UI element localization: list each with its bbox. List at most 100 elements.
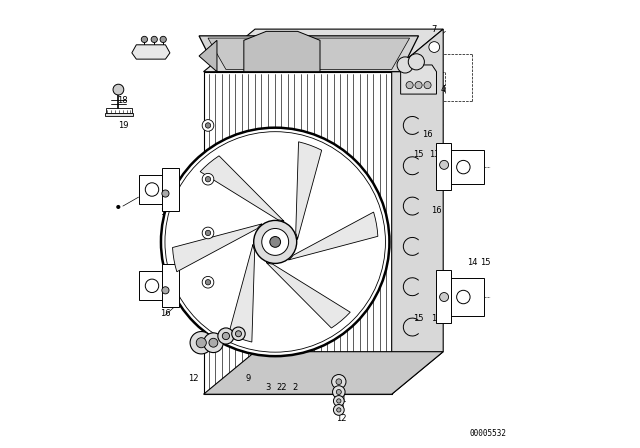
Circle shape: [162, 190, 169, 197]
Circle shape: [440, 293, 449, 302]
Text: ⬤: ⬤: [116, 205, 121, 209]
Circle shape: [222, 332, 230, 340]
Polygon shape: [173, 224, 262, 272]
Text: 8: 8: [339, 404, 344, 413]
Polygon shape: [289, 212, 378, 260]
Circle shape: [145, 279, 159, 293]
Text: 3: 3: [266, 383, 271, 392]
Bar: [139, 175, 177, 204]
Circle shape: [408, 54, 424, 70]
Circle shape: [236, 331, 241, 337]
Polygon shape: [199, 40, 217, 72]
Circle shape: [333, 396, 344, 406]
Text: 15: 15: [413, 150, 424, 159]
Circle shape: [196, 338, 206, 348]
Circle shape: [415, 82, 422, 89]
Circle shape: [141, 36, 148, 43]
Circle shape: [202, 276, 214, 288]
Text: 16: 16: [160, 208, 171, 217]
Text: 6: 6: [407, 43, 412, 52]
Text: 15: 15: [176, 258, 186, 267]
Polygon shape: [204, 29, 443, 72]
Text: 15: 15: [413, 314, 424, 323]
Circle shape: [456, 160, 470, 174]
Polygon shape: [228, 245, 255, 342]
Circle shape: [337, 408, 341, 412]
Polygon shape: [208, 38, 410, 69]
Text: 12: 12: [336, 414, 347, 423]
Text: 5: 5: [400, 43, 406, 52]
Circle shape: [202, 120, 214, 131]
Circle shape: [161, 128, 390, 356]
Bar: [163, 168, 179, 211]
Circle shape: [333, 386, 345, 398]
Circle shape: [440, 160, 449, 169]
Text: 13: 13: [172, 258, 182, 267]
Polygon shape: [244, 31, 320, 72]
Text: 17: 17: [143, 49, 154, 58]
Text: 1: 1: [282, 47, 287, 56]
Text: 4: 4: [440, 85, 446, 94]
Bar: [163, 264, 179, 307]
Circle shape: [204, 333, 223, 353]
Bar: [436, 143, 451, 190]
Text: 20: 20: [333, 38, 344, 47]
Circle shape: [397, 57, 413, 73]
Circle shape: [205, 280, 211, 285]
Circle shape: [202, 173, 214, 185]
Text: 7: 7: [431, 25, 437, 34]
Circle shape: [218, 328, 234, 344]
Circle shape: [253, 220, 297, 263]
Text: 16: 16: [431, 314, 442, 323]
Circle shape: [424, 82, 431, 89]
Bar: [450, 278, 484, 316]
Circle shape: [160, 36, 166, 43]
Text: 11: 11: [336, 395, 347, 404]
Text: 21: 21: [345, 38, 356, 47]
Polygon shape: [204, 72, 392, 394]
Polygon shape: [266, 263, 350, 328]
Bar: [436, 270, 451, 323]
Text: 9: 9: [246, 374, 251, 383]
Polygon shape: [105, 113, 132, 116]
Text: 2: 2: [292, 383, 298, 392]
Polygon shape: [296, 142, 322, 239]
Bar: [106, 108, 132, 113]
Text: 18: 18: [118, 96, 128, 105]
Text: 22: 22: [276, 383, 287, 392]
Circle shape: [151, 36, 157, 43]
Polygon shape: [401, 65, 436, 94]
Circle shape: [270, 237, 280, 247]
Text: 16: 16: [422, 130, 433, 139]
Circle shape: [332, 375, 346, 389]
Circle shape: [336, 379, 342, 384]
Polygon shape: [132, 45, 170, 59]
Circle shape: [406, 82, 413, 89]
Circle shape: [202, 227, 214, 239]
Circle shape: [162, 287, 169, 294]
Text: 10: 10: [284, 329, 294, 338]
Circle shape: [456, 290, 470, 304]
Text: 15: 15: [481, 258, 491, 267]
Circle shape: [113, 84, 124, 95]
Circle shape: [145, 183, 159, 196]
Text: 19: 19: [118, 121, 128, 130]
Bar: [139, 271, 177, 300]
Circle shape: [209, 338, 218, 347]
Circle shape: [262, 228, 289, 255]
Circle shape: [190, 332, 212, 354]
Circle shape: [333, 405, 344, 415]
Text: 10: 10: [317, 253, 328, 262]
Circle shape: [205, 123, 211, 128]
Text: 12: 12: [188, 374, 199, 383]
Text: 16: 16: [431, 206, 442, 215]
Text: 13: 13: [429, 150, 440, 159]
Circle shape: [429, 42, 440, 52]
Text: 14: 14: [467, 258, 477, 267]
Polygon shape: [204, 352, 443, 394]
Polygon shape: [200, 156, 284, 221]
Bar: [450, 150, 484, 184]
Text: 00005532: 00005532: [470, 429, 506, 438]
Circle shape: [336, 389, 341, 395]
Circle shape: [205, 177, 211, 182]
